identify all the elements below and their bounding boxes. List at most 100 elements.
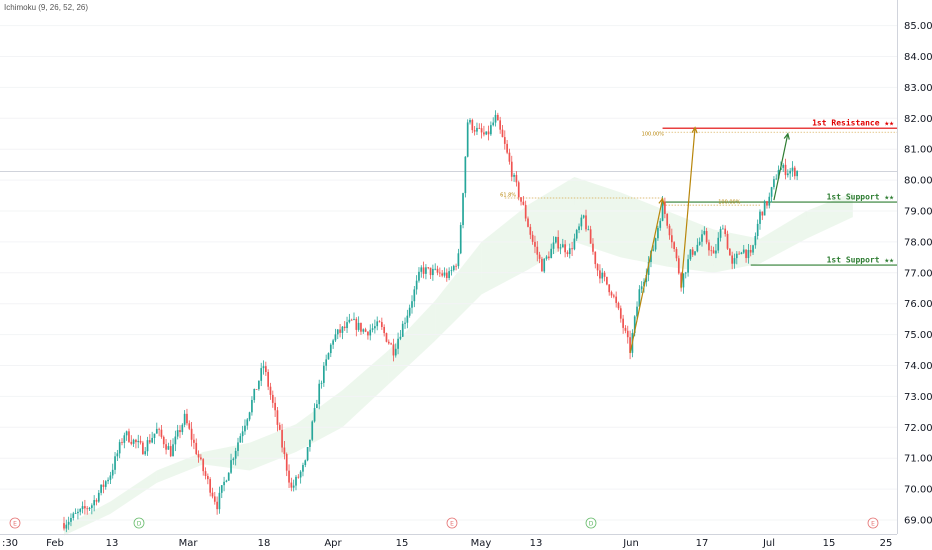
candle-body [793, 167, 796, 177]
candle [172, 438, 174, 457]
candle [515, 171, 518, 187]
candle [378, 320, 381, 323]
candle-body [158, 428, 160, 430]
candle [360, 322, 362, 335]
candle [761, 211, 764, 221]
candle [302, 462, 304, 477]
candle [594, 251, 597, 269]
candle [299, 470, 302, 484]
candle [206, 473, 209, 485]
candle-body [745, 249, 747, 259]
candle-body [65, 524, 68, 529]
candle-body [654, 238, 657, 250]
candle [752, 244, 754, 255]
candle [538, 251, 541, 264]
candle [158, 427, 160, 437]
candle-body [121, 442, 123, 443]
candle-body [606, 276, 608, 285]
candle [278, 422, 281, 431]
candle [548, 251, 550, 261]
candle [638, 285, 641, 307]
candle [311, 420, 314, 442]
candle [174, 430, 177, 452]
candle-body [313, 408, 316, 422]
candle [659, 218, 662, 231]
candle [717, 232, 720, 254]
candle [606, 276, 608, 286]
candle-body [580, 217, 583, 227]
candle-body [172, 444, 174, 457]
candle-body [318, 383, 321, 405]
candle [264, 361, 267, 376]
candle-body [666, 213, 669, 226]
candle-body [701, 234, 703, 242]
candle-body [768, 196, 771, 206]
candle-body [193, 439, 195, 443]
candle-body [559, 247, 562, 249]
candle-body [155, 428, 158, 434]
candle-body [473, 130, 476, 132]
candle [251, 396, 253, 416]
candle [327, 352, 330, 360]
candle [165, 438, 167, 455]
candle-body [622, 318, 624, 328]
candle-body [754, 236, 757, 246]
candle [79, 508, 82, 516]
price-tick-label: 79.00 [904, 207, 932, 218]
candle-body [582, 215, 585, 218]
event-letter: E [871, 520, 875, 527]
candle [698, 237, 701, 246]
candle-body [125, 431, 128, 436]
candle-body [515, 174, 518, 183]
time-tick-label: 18 [258, 538, 271, 549]
candle [125, 430, 128, 441]
candle-body [77, 511, 79, 514]
candle [701, 229, 703, 247]
candle [181, 423, 184, 435]
candle-body [615, 296, 618, 303]
candle [487, 125, 490, 141]
candle [415, 275, 418, 295]
candle [255, 388, 258, 390]
candle [292, 479, 295, 492]
candle [561, 238, 564, 248]
candle [603, 270, 606, 282]
candle [111, 463, 114, 479]
candle [267, 369, 270, 391]
candle [411, 295, 413, 314]
candle [271, 390, 274, 408]
candle-body [111, 469, 114, 476]
candle [543, 258, 546, 274]
candle-body [677, 258, 680, 274]
time-tick-label: 13 [530, 538, 543, 549]
candle-body [225, 480, 228, 482]
candle-body [276, 410, 279, 425]
candle-body [710, 250, 713, 252]
projection-arrow-line [680, 127, 696, 289]
candle [708, 239, 710, 256]
candle [552, 236, 555, 255]
candle-body [599, 270, 601, 279]
candle-body [698, 241, 701, 245]
candle-body [79, 508, 82, 512]
level-label: 1st Support ★★ [827, 256, 895, 265]
candle [587, 225, 590, 231]
candle-body [784, 164, 787, 176]
candle [715, 244, 717, 259]
candle [144, 447, 147, 456]
candle [137, 434, 140, 449]
candle [508, 148, 511, 165]
candle [480, 123, 483, 139]
candle-body [485, 131, 488, 135]
candle [218, 486, 221, 514]
candle-body [466, 122, 469, 157]
candle [146, 436, 149, 456]
time-tick-label: Apr [324, 538, 342, 549]
candle [719, 226, 722, 242]
candle [434, 263, 437, 271]
candle-body [244, 425, 246, 432]
candle [193, 433, 195, 450]
candle-body [773, 179, 775, 188]
candle-body [561, 244, 564, 248]
